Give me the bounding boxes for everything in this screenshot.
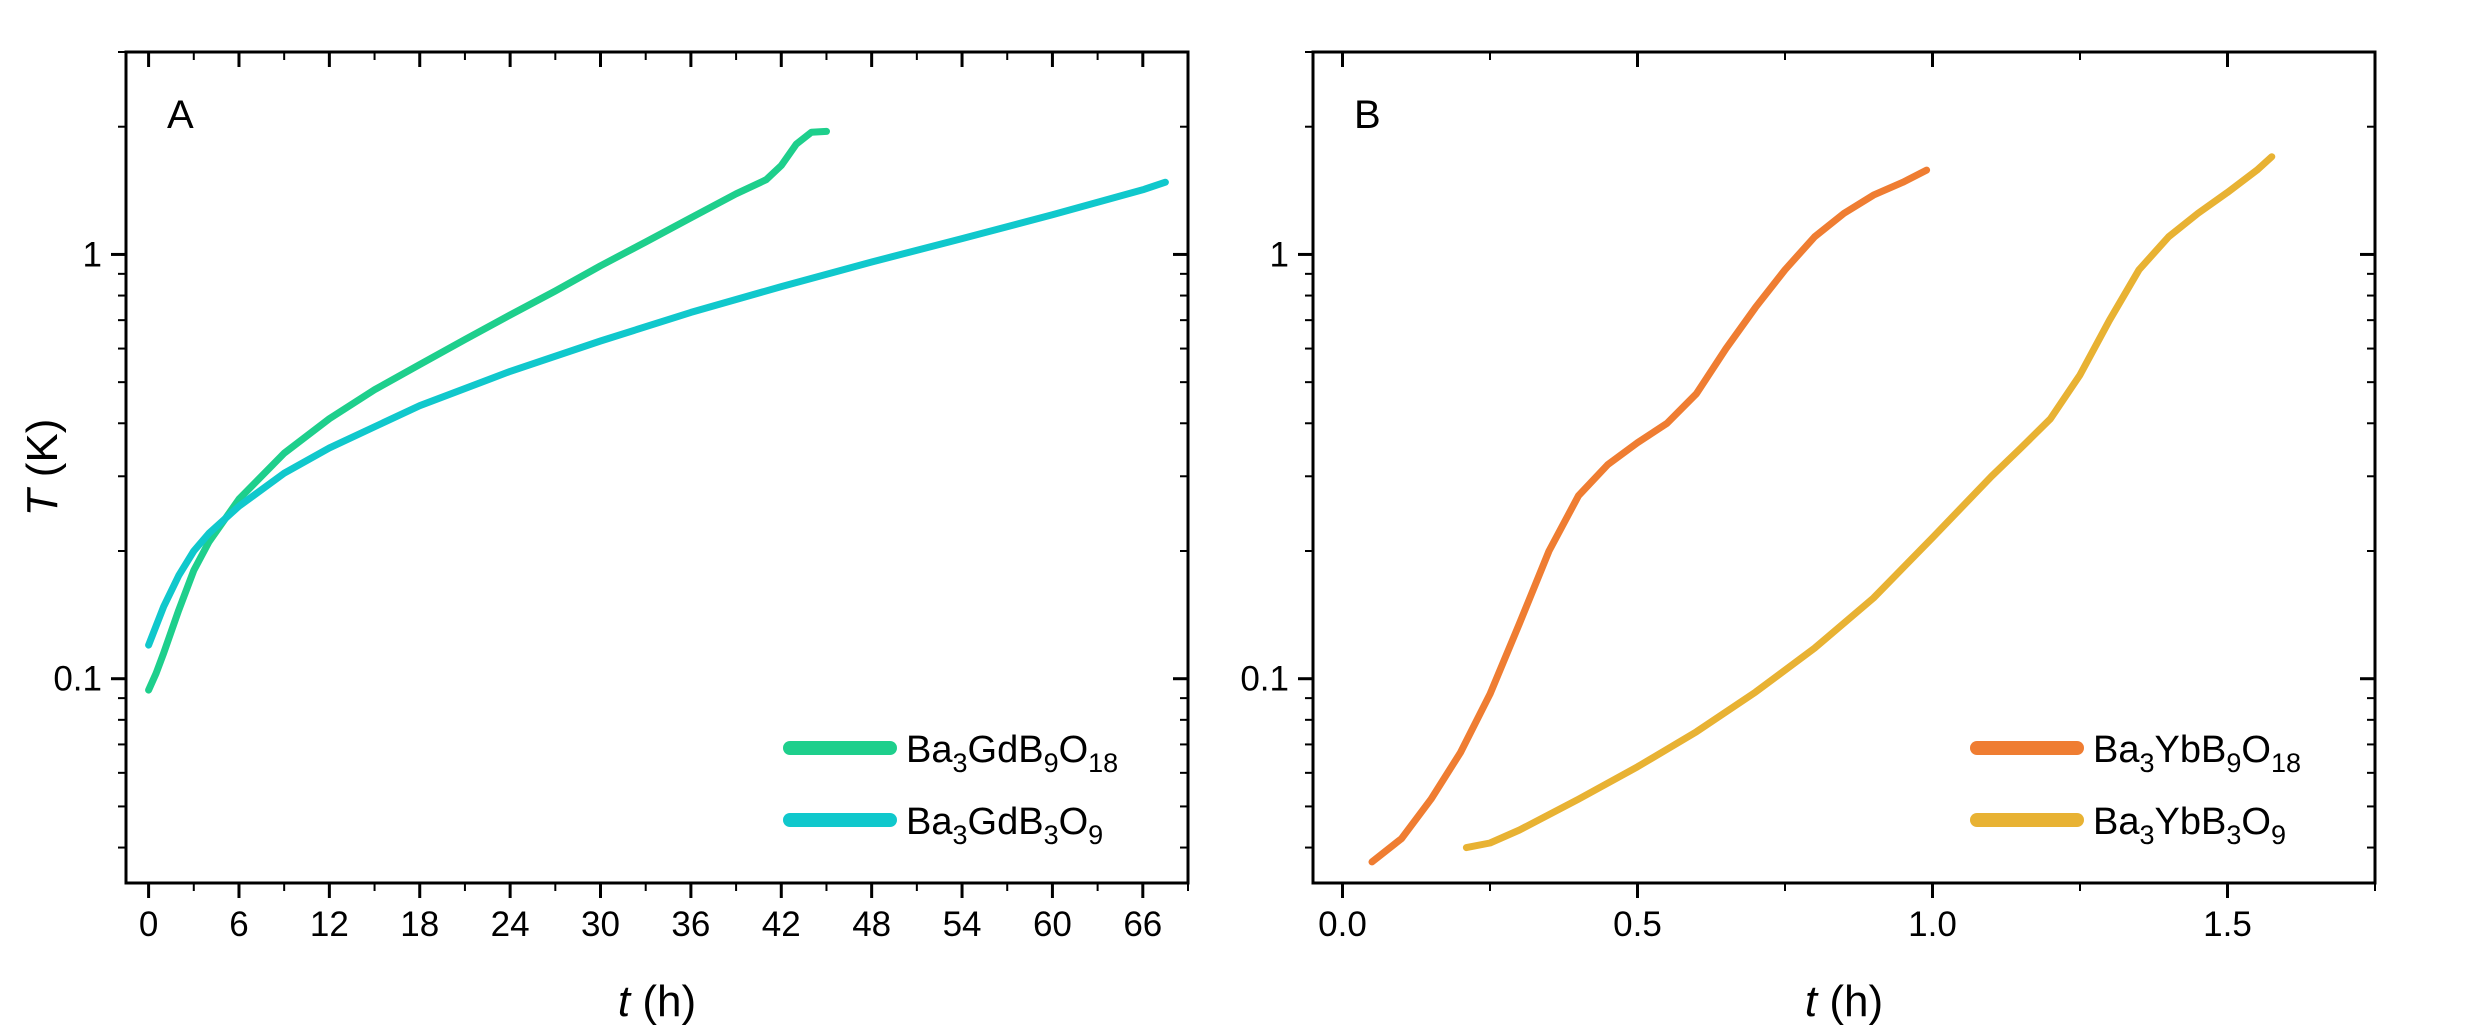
plot-frame bbox=[124, 50, 1190, 885]
x-tick-label: 12 bbox=[310, 905, 349, 944]
x-tick-label: 48 bbox=[852, 905, 891, 944]
x-tick-label: 66 bbox=[1123, 905, 1162, 944]
y-tick-label: 0.1 bbox=[1240, 660, 1289, 699]
x-tick-label: 0.5 bbox=[1613, 905, 1662, 944]
x-axis-label: t (h) bbox=[618, 977, 696, 1026]
chart-panel-b: 0.0 0.5 1.0 1.5 0.1 1 Bt (h) Ba3YbB9O18 Ba3YbB3O… bbox=[1240, 50, 2377, 1026]
x-tick-label: 60 bbox=[1033, 905, 1072, 944]
x-tick-label: 0 bbox=[139, 905, 158, 944]
series-line-2 bbox=[145, 178, 1169, 649]
panel-label: B bbox=[1354, 93, 1381, 137]
x-tick-label: 0.0 bbox=[1318, 905, 1367, 944]
series-line-2 bbox=[1462, 153, 2276, 852]
x-tick-label: 30 bbox=[581, 905, 620, 944]
y-tick-label: 0.1 bbox=[53, 660, 102, 699]
series-group bbox=[1368, 153, 2276, 866]
x-tick-label: 42 bbox=[762, 905, 801, 944]
x-tick-label: 54 bbox=[943, 905, 982, 944]
legend-entry: Ba3YbB3O9 bbox=[2093, 801, 2286, 850]
series-line-1 bbox=[145, 127, 830, 694]
y-tick-label: 1 bbox=[83, 235, 102, 274]
y-axis-label: T (K) bbox=[18, 419, 67, 517]
legend-entry: Ba3YbB9O18 bbox=[2093, 729, 2301, 778]
plot-frame bbox=[1311, 50, 2377, 885]
legend-entry: Ba3GdB3O9 bbox=[906, 801, 1103, 850]
x-tick-label: 24 bbox=[491, 905, 530, 944]
chart-panel-a: 0 6 12 18 24 30 36 42 48 54 60 66 0.1 1 At (h) T (K) Ba3… bbox=[18, 50, 1190, 1026]
x-axis-label: t (h) bbox=[1805, 977, 1883, 1026]
legend-entry: Ba3GdB9O18 bbox=[906, 729, 1118, 778]
x-tick-label: 6 bbox=[229, 905, 248, 944]
series-group bbox=[145, 127, 1169, 694]
series-line-1 bbox=[1368, 166, 1931, 866]
y-tick-label: 1 bbox=[1270, 235, 1289, 274]
x-tick-label: 1.0 bbox=[1908, 905, 1957, 944]
panel-label: A bbox=[167, 93, 194, 137]
x-tick-label: 18 bbox=[400, 905, 439, 944]
x-tick-label: 36 bbox=[671, 905, 710, 944]
x-tick-label: 1.5 bbox=[2203, 905, 2252, 944]
